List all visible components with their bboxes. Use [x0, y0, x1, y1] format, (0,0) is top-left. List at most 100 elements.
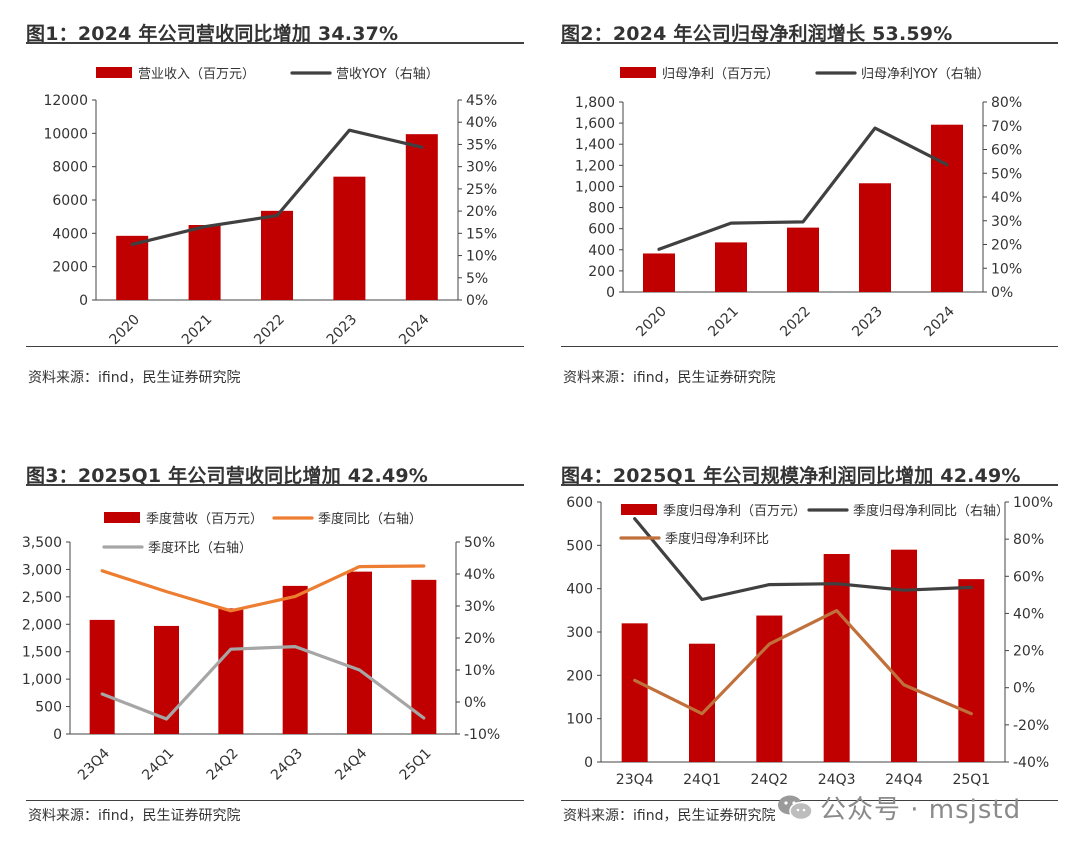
- x-tick-label: 24Q4: [332, 745, 370, 783]
- y2-tick-label: 0%: [1013, 681, 1035, 697]
- x-tick-label: 24Q2: [204, 746, 242, 784]
- y2-tick-label: 20%: [466, 204, 497, 220]
- y-tick-label: 600: [588, 222, 615, 238]
- source-rule-3: [26, 800, 524, 801]
- y2-tick-label: 10%: [991, 261, 1022, 277]
- chart-title-4: 图4：2025Q1 年公司规模净利润同比增加 42.49%: [561, 465, 1021, 487]
- source-note-1: 资料来源：ifind，民生证券研究院: [28, 370, 241, 386]
- y2-tick-label: 25%: [466, 182, 497, 198]
- y-tick-label: 12000: [43, 93, 88, 109]
- y2-tick-label: 30%: [464, 599, 495, 615]
- y2-tick-label: 45%: [466, 93, 497, 109]
- y-tick-label: 500: [35, 700, 62, 716]
- y-tick-label: 10000: [43, 126, 88, 142]
- y2-tick-label: 0%: [991, 285, 1013, 301]
- y-tick-label: 1,500: [22, 645, 62, 661]
- y-tick-label: 0: [79, 293, 88, 309]
- y-tick-label: 1,800: [575, 95, 615, 111]
- x-tick-label: 2022: [777, 304, 814, 341]
- x-tick-label: 24Q2: [750, 772, 788, 788]
- chart-2-plot: 0 200 400 600 800 1,000 1,200 1,400 1,600 1,800 0%…: [575, 67, 1022, 341]
- x-tick-label: 24Q1: [683, 772, 721, 788]
- legend-label: 季度归母净利（百万元）: [663, 503, 806, 519]
- y2-tick-label: 30%: [991, 214, 1022, 230]
- x-tick-label: 2021: [705, 304, 742, 341]
- x-tick-label: 2022: [251, 312, 288, 349]
- legend-label: 季度环比（右轴）: [148, 540, 252, 556]
- y-tick-label: 200: [566, 668, 593, 684]
- chart-title-1: 图1：2024 年公司营收同比增加 34.37%: [26, 23, 399, 45]
- bar: [333, 176, 366, 300]
- x-tick-label: 2021: [179, 312, 216, 349]
- chart-panel-3: 图3：2025Q1 年公司营收同比增加 42.49% 0 500 1,000 1,50…: [22, 458, 524, 838]
- bar: [859, 183, 891, 292]
- x-tick-label: 2020: [107, 312, 144, 349]
- source-rule-1: [26, 346, 524, 347]
- title-rule-2: [561, 42, 1058, 44]
- y2-tick-label: 0%: [464, 695, 486, 711]
- bar: [261, 210, 293, 300]
- x-tick-label: 2024: [921, 303, 958, 340]
- bar: [958, 579, 985, 762]
- y2-tick-label: -20%: [1013, 718, 1049, 734]
- x-tick-label: 24Q4: [885, 772, 923, 788]
- series-line: [100, 564, 426, 613]
- bar: [405, 134, 438, 300]
- y2-tick-label: 80%: [1013, 532, 1044, 548]
- legend-label: 归母净利YOY（右轴）: [861, 67, 990, 82]
- bar: [891, 549, 917, 762]
- bar: [787, 227, 819, 292]
- bar: [347, 571, 372, 734]
- y-tick-label: 1,200: [575, 158, 615, 174]
- title-rule-3: [26, 484, 524, 486]
- y-tick-label: 3,500: [22, 535, 62, 551]
- x-tick-label: 23Q4: [75, 745, 113, 783]
- y2-tick-label: 50%: [464, 535, 495, 551]
- y2-tick-label: 0%: [466, 293, 488, 309]
- series-line: [100, 645, 426, 721]
- y2-tick-label: 50%: [991, 166, 1022, 182]
- chart-panel-4: 图4：2025Q1 年公司规模净利润同比增加 42.49% 0 100 200 300…: [561, 458, 1058, 838]
- chart-4-plot: 0 100 200 300 400 500 600 -40% -20% 0% 20% 40% 60% 80…: [566, 495, 1053, 788]
- y2-tick-label: -40%: [1013, 755, 1049, 771]
- bar: [116, 235, 149, 300]
- y-tick-label: 0: [584, 755, 593, 771]
- bar: [282, 585, 308, 734]
- y-tick-label: 1,400: [575, 137, 615, 153]
- title-rule-1: [26, 42, 524, 44]
- y-tick-label: 400: [588, 243, 615, 259]
- y2-tick-label: 5%: [466, 271, 488, 287]
- chart-panel-2: 图2：2024 年公司归母净利润增长 53.59% 0 200 400 600 800 1…: [561, 16, 1058, 396]
- chart-panel-1: 图1：2024 年公司营收同比增加 34.37% 0 2000 4000 6000 80…: [26, 16, 524, 396]
- legend-swatch-bar: [621, 504, 657, 515]
- bar: [411, 579, 437, 734]
- x-tick-label: 25Q1: [952, 772, 990, 788]
- y-tick-label: 400: [566, 582, 593, 598]
- y-tick-label: 600: [566, 495, 593, 511]
- y-tick-label: 2,500: [22, 590, 62, 606]
- source-note-4: 资料来源：ifind，民生证券研究院: [563, 808, 776, 824]
- y-tick-label: 100: [566, 712, 593, 728]
- y2-tick-label: 100%: [1013, 495, 1053, 511]
- legend-swatch-bar: [620, 67, 656, 78]
- bar: [823, 554, 850, 762]
- y-tick-label: 500: [566, 538, 593, 554]
- y2-tick-label: 15%: [466, 226, 497, 242]
- bar: [931, 124, 963, 292]
- x-tick-label: 2024: [396, 311, 433, 348]
- x-tick-label: 25Q1: [397, 746, 435, 784]
- legend-swatch-bar: [104, 512, 140, 523]
- bar: [188, 225, 221, 300]
- legend-label: 季度同比（右轴）: [318, 511, 422, 527]
- watermark-text: 公众号 · msjstd: [820, 795, 1022, 825]
- y2-tick-label: 20%: [1013, 644, 1044, 660]
- y-tick-label: 1,600: [575, 116, 615, 132]
- bar: [621, 623, 648, 762]
- y2-tick-label: -10%: [464, 727, 500, 743]
- legend-label: 营业收入（百万元）: [138, 67, 255, 82]
- y-tick-label: 300: [566, 625, 593, 641]
- source-note-2: 资料来源：ifind，民生证券研究院: [563, 370, 776, 386]
- legend-swatch-bar: [96, 67, 132, 78]
- y-tick-label: 8000: [52, 160, 88, 176]
- y-tick-label: 3,000: [22, 562, 62, 578]
